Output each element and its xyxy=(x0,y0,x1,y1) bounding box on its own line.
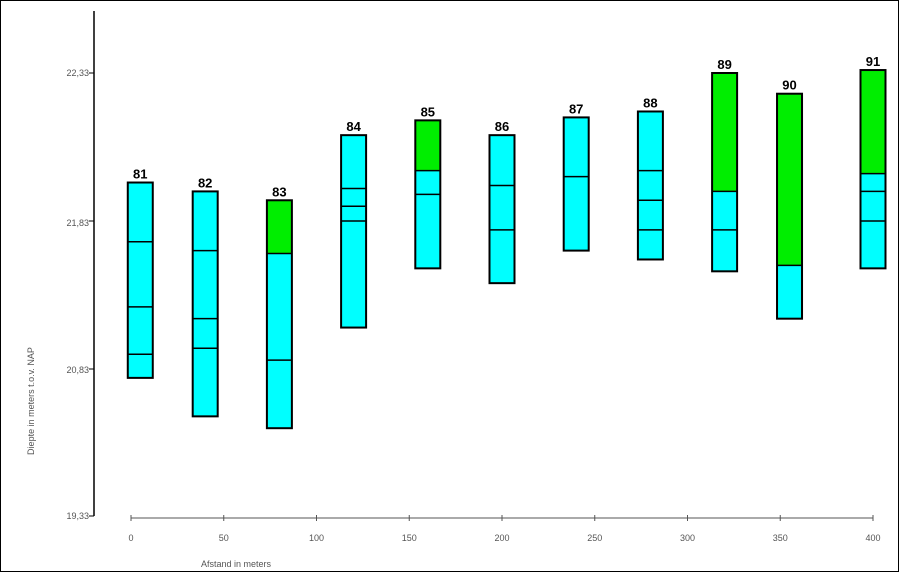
borehole-outline xyxy=(711,72,739,273)
y-tick-label: 19,33 xyxy=(66,511,89,521)
borehole-green-segment xyxy=(712,73,738,192)
x-tick-label: 350 xyxy=(773,533,788,543)
borehole-outline xyxy=(859,69,887,270)
x-tick-label: 150 xyxy=(402,533,417,543)
borehole-green-segment xyxy=(777,93,803,266)
y-axis-title: Diepte in meters t.o.v. NAP xyxy=(26,347,36,455)
borehole-88: 88 xyxy=(636,95,664,261)
borehole-label: 83 xyxy=(272,184,286,199)
borehole-label: 90 xyxy=(782,78,796,93)
borehole-label: 91 xyxy=(866,54,880,69)
borehole-84: 84 xyxy=(340,119,368,329)
borehole-label: 87 xyxy=(569,101,583,116)
borehole-outline xyxy=(562,116,590,252)
borehole-cyan-segment xyxy=(341,135,367,328)
borehole-89: 89 xyxy=(711,57,739,273)
borehole-outline xyxy=(488,134,516,285)
y-tick-labels: 22,33 21,83 20,83 19,33 xyxy=(66,68,89,521)
borehole-outline xyxy=(126,181,154,379)
borehole-cyan-segment xyxy=(127,182,153,378)
y-tick-label: 21,83 xyxy=(66,218,89,228)
borehole-outline xyxy=(776,92,804,320)
borehole-85: 85 xyxy=(414,104,442,270)
x-tick-label: 200 xyxy=(494,533,509,543)
borehole-87: 87 xyxy=(562,101,590,252)
borehole-outline xyxy=(340,134,368,329)
borehole-cyan-segment xyxy=(489,135,515,284)
borehole-cyan-segment xyxy=(192,191,218,417)
x-tick-label: 100 xyxy=(309,533,324,543)
borehole-outline xyxy=(265,199,293,430)
borehole-label: 84 xyxy=(346,119,361,134)
borehole-91: 91 xyxy=(859,54,887,270)
borehole-cyan-segment xyxy=(563,117,589,251)
borehole-81: 81 xyxy=(126,167,154,379)
x-tick-label: 0 xyxy=(128,533,133,543)
borehole-86: 86 xyxy=(488,119,516,285)
borehole-outline xyxy=(414,119,442,270)
x-axis-ticks: 0 50 100 150 200 250 300 350 400 xyxy=(128,515,881,543)
borehole-label: 86 xyxy=(495,119,509,134)
borehole-label: 81 xyxy=(133,167,147,182)
borehole-label: 89 xyxy=(717,57,731,72)
borehole-green-segment xyxy=(860,70,886,174)
borehole-label: 82 xyxy=(198,175,212,190)
borehole-cyan-segment xyxy=(637,111,663,260)
x-axis-title: Afstand in meters xyxy=(201,559,272,569)
borehole-green-segment xyxy=(266,200,292,254)
x-tick-label: 400 xyxy=(865,533,880,543)
borehole-82: 82 xyxy=(191,175,219,418)
x-tick-label: 50 xyxy=(219,533,229,543)
boreholes: 81 82 83 84 85 86 87 88 89 90 91 xyxy=(126,54,887,430)
borehole-label: 85 xyxy=(421,104,435,119)
borehole-green-segment xyxy=(415,120,441,171)
x-tick-label: 300 xyxy=(680,533,695,543)
x-tick-label: 250 xyxy=(587,533,602,543)
y-tick-label: 20,83 xyxy=(66,365,89,375)
borehole-83: 83 xyxy=(265,184,293,430)
borehole-90: 90 xyxy=(776,78,804,320)
borehole-outline xyxy=(191,190,219,418)
y-tick-label: 22,33 xyxy=(66,68,89,78)
borehole-label: 88 xyxy=(643,95,657,110)
borehole-outline xyxy=(636,110,664,261)
